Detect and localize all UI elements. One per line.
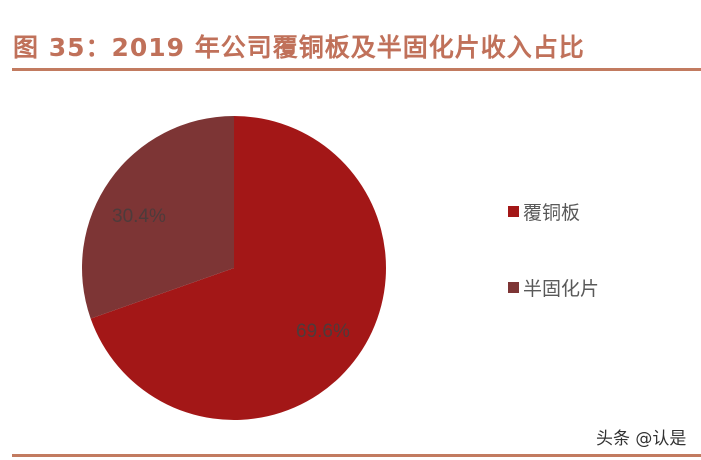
pie-slices <box>81 116 386 420</box>
legend-swatch-copper-clad <box>508 206 519 217</box>
bottom-divider <box>12 454 701 457</box>
slice-label-prepreg: 30.4% <box>112 206 166 227</box>
legend-swatch-prepreg <box>508 282 519 293</box>
pie-slice-copper-clad <box>90 116 386 420</box>
legend-label: 覆铜板 <box>523 202 581 224</box>
legend-item-prepreg: 半固化片 <box>508 274 599 301</box>
watermark: 头条 @认是 <box>596 429 687 449</box>
legend-item-copper-clad: 覆铜板 <box>508 198 580 225</box>
legend-label: 半固化片 <box>523 278 600 300</box>
chart-title: 图 35：2019 年公司覆铜板及半固化片收入占比 <box>13 33 585 62</box>
slice-label-copper-clad: 69.6% <box>296 321 350 342</box>
pie-slice-prepreg <box>81 116 234 319</box>
title-divider <box>12 68 701 71</box>
